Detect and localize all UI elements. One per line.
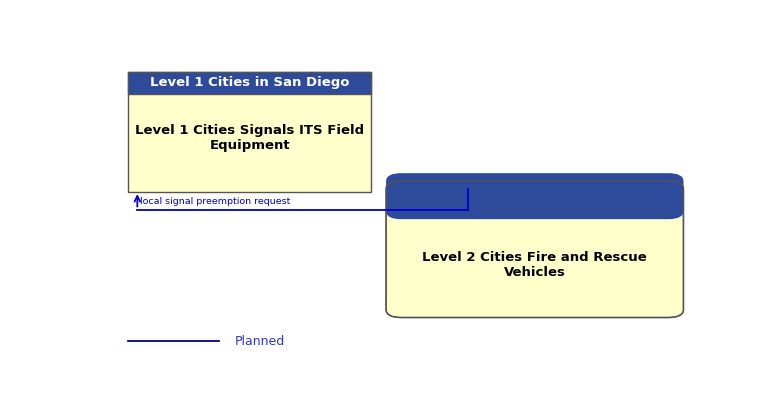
Text: local signal preemption request: local signal preemption request [140, 197, 290, 206]
FancyBboxPatch shape [128, 72, 371, 192]
FancyBboxPatch shape [386, 181, 684, 318]
Text: Level 1 Cities in San Diego: Level 1 Cities in San Diego [150, 76, 349, 89]
Text: Level 1 Cities Signals ITS Field
Equipment: Level 1 Cities Signals ITS Field Equipme… [135, 124, 364, 152]
FancyBboxPatch shape [386, 173, 684, 219]
Text: Planned: Planned [234, 335, 285, 348]
FancyBboxPatch shape [128, 72, 371, 94]
Text: Level 2 Cities Fire and Rescue
Vehicles: Level 2 Cities Fire and Rescue Vehicles [422, 251, 648, 279]
Bar [402, 200, 669, 211]
